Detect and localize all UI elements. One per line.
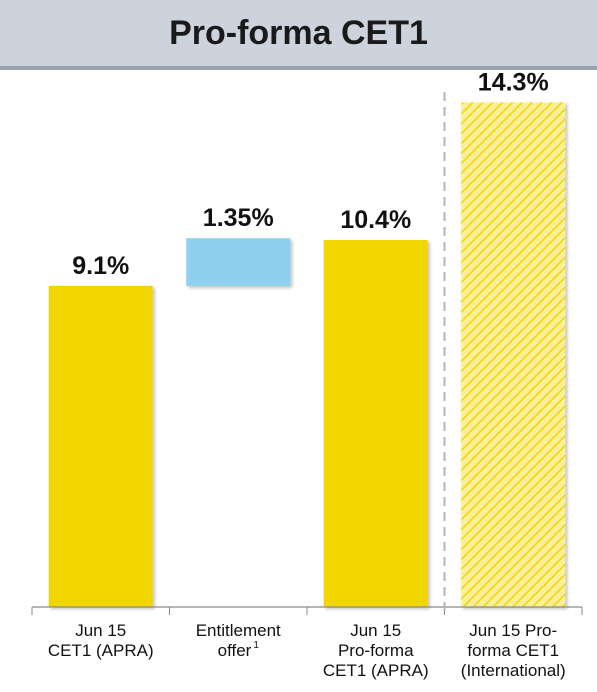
category-label-3: CET1 (APRA) (323, 661, 429, 680)
bar-4 (461, 102, 566, 607)
category-label-4: Jun 15 Pro- (469, 621, 557, 640)
category-label-1: Jun 15 (75, 621, 126, 640)
value-label-1: 9.1% (72, 252, 129, 280)
category-label-3: Pro-forma (338, 641, 414, 660)
category-label-4: (International) (461, 661, 566, 680)
category-label-3: Jun 15 (350, 621, 401, 640)
chart-title-bar: Pro-forma CET1 (0, 0, 597, 66)
title-divider (0, 66, 597, 70)
bar-2 (186, 238, 291, 286)
chart-title: Pro-forma CET1 (169, 13, 428, 52)
category-label-4: forma CET1 (467, 641, 559, 660)
category-label-1: CET1 (APRA) (48, 641, 154, 660)
footnote-marker: 1 (253, 640, 259, 651)
value-label-3: 10.4% (340, 206, 411, 234)
value-label-2: 1.35% (203, 204, 274, 232)
category-label-2: Entitlement (196, 621, 281, 640)
category-label-2: offer 1 (218, 640, 260, 660)
value-label-4: 14.3% (478, 68, 549, 96)
bar-1 (48, 285, 153, 607)
bar-3 (323, 239, 428, 607)
